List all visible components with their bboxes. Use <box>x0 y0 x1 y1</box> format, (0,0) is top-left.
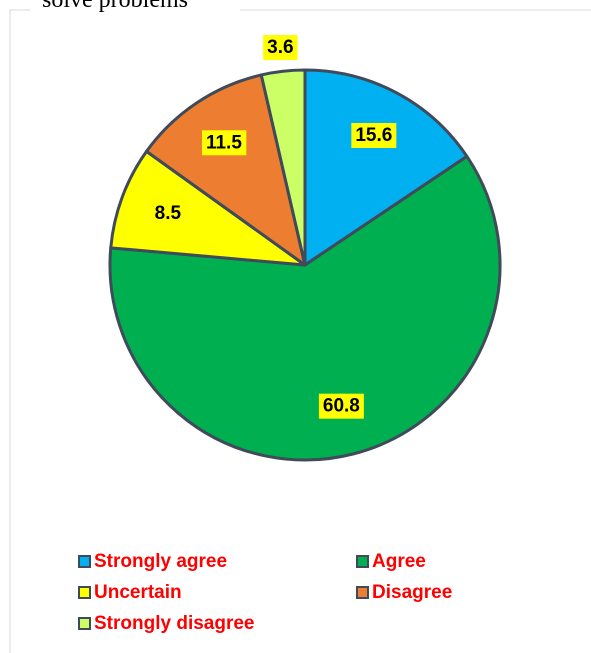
legend-swatch <box>78 555 91 568</box>
legend-label: Uncertain <box>94 582 182 603</box>
data-label-background <box>263 35 298 61</box>
pie-slice <box>109 149 307 267</box>
legend-label: Disagree <box>372 582 452 603</box>
data-label-background <box>318 393 364 419</box>
pie-slice <box>108 154 502 462</box>
title-background <box>30 0 240 12</box>
data-label-group: 11.5 <box>201 130 247 156</box>
data-label: 8.5 <box>155 203 182 224</box>
pie-slice <box>303 68 469 267</box>
data-label-group: 8.5 <box>150 201 186 227</box>
pie-slice <box>259 68 307 267</box>
chart-title: solve problems <box>42 0 188 13</box>
data-label-background <box>150 201 186 227</box>
data-label: 60.8 <box>323 396 360 417</box>
legend-swatch <box>356 555 369 568</box>
data-label-group: 15.6 <box>351 122 397 148</box>
data-label: 3.6 <box>267 37 293 58</box>
legend-label: Strongly agree <box>94 551 227 572</box>
legend-swatch <box>78 586 91 599</box>
data-label: 15.6 <box>355 125 392 146</box>
pie-slice <box>145 73 307 267</box>
legend-swatch <box>78 617 91 630</box>
legend-swatch <box>356 586 369 599</box>
chart-frame <box>9 9 591 653</box>
data-label-group: 60.8 <box>318 393 364 419</box>
data-label-background <box>201 130 247 156</box>
data-label: 11.5 <box>206 132 242 153</box>
data-label-background <box>351 122 397 148</box>
data-label-group: 3.6 <box>263 35 298 61</box>
legend-label: Agree <box>372 551 426 572</box>
legend-label: Strongly disagree <box>94 613 255 634</box>
